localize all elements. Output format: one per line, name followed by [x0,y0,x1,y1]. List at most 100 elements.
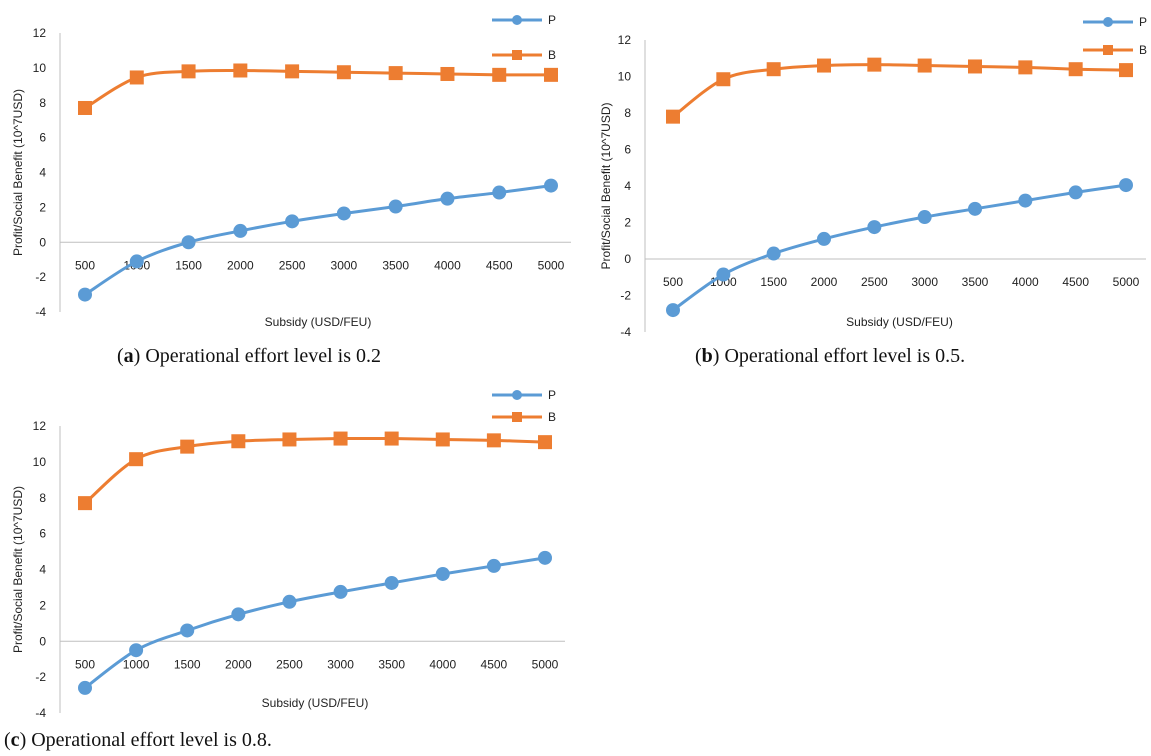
data-point-B [181,64,196,79]
data-point-P [129,254,144,269]
x-tick-label: 1000 [123,657,150,671]
data-point-B [968,59,982,74]
x-tick-label: 5000 [538,258,565,272]
data-point-B [285,64,300,79]
legend-marker-B [512,50,522,60]
data-point-P [285,214,300,229]
x-tick-label: 4000 [1012,275,1039,289]
y-tick-label: 4 [624,179,631,193]
x-axis-label: Subsidy (USD/FEU) [265,315,372,329]
y-tick-label: 0 [39,634,46,648]
x-tick-label: 4500 [1062,275,1089,289]
data-point-B [1018,60,1033,75]
data-point-B [1068,62,1083,77]
x-tick-label: 500 [75,657,95,671]
data-point-B [666,109,680,124]
series-line-P [84,184,552,296]
data-point-B [817,58,831,73]
legend-marker-B [1103,45,1113,55]
data-point-B [492,67,507,82]
data-point-P [538,550,552,565]
y-tick-label: -4 [35,706,46,720]
x-tick-label: 1500 [174,657,201,671]
legend-label-B: B [1139,43,1147,57]
data-point-P [492,185,507,200]
series-line-B [84,436,546,505]
x-tick-label: 2000 [811,275,838,289]
data-point-B [336,65,351,80]
legend-marker-P [1103,17,1113,27]
data-point-B [231,434,246,449]
data-point-B [384,431,399,446]
caption-letter: a [124,345,134,367]
y-tick-label: -2 [620,289,631,303]
x-tick-label: 3500 [962,275,989,289]
x-tick-label: 2000 [227,258,254,272]
x-tick-label: 3000 [331,258,358,272]
data-point-B [867,57,882,72]
data-point-B [435,432,450,447]
x-tick-label: 2500 [276,657,303,671]
data-point-B [78,100,92,115]
series-line-P [672,183,1127,312]
data-point-P [666,303,680,318]
y-tick-label: 10 [33,61,47,75]
y-axis-label: Profit/Social Benefit (10^7USD) [11,486,25,653]
y-tick-label: 2 [624,216,631,230]
data-point-B [78,496,92,511]
caption-letter: c [11,729,20,751]
data-point-P [282,594,297,609]
data-point-P [233,223,248,238]
y-tick-label: 8 [624,106,631,120]
data-point-P [129,643,144,658]
caption-b: (b) Operational effort level is 0.5. [695,345,965,367]
data-point-B [129,70,144,85]
x-tick-label: 4000 [434,258,461,272]
data-point-P [336,206,351,221]
series-line-B [84,68,552,110]
data-point-P [1068,185,1083,200]
data-point-B [282,432,297,447]
legend-label-B: B [548,410,556,424]
y-tick-label: -4 [620,325,631,339]
data-point-P [968,201,982,216]
caption-text: Operational effort level is 0.5. [719,345,965,367]
data-point-P [766,246,781,261]
data-point-B [129,452,144,467]
caption-c: (c) Operational effort level is 0.8. [4,729,272,751]
x-tick-label: 500 [663,275,683,289]
y-tick-label: 2 [39,200,46,214]
y-tick-label: 8 [39,491,46,505]
data-point-P [231,607,246,622]
data-point-B [440,66,455,81]
y-tick-label: 0 [39,235,46,249]
x-tick-label: 2500 [861,275,888,289]
x-tick-label: 5000 [1113,275,1140,289]
data-point-P [1119,178,1133,193]
caption-text: Operational effort level is 0.8. [26,729,272,751]
y-axis-label: Profit/Social Benefit (10^7USD) [11,89,25,256]
data-point-B [180,439,195,454]
x-tick-label: 4000 [429,657,456,671]
data-point-B [1119,63,1133,78]
x-tick-label: 4500 [481,657,508,671]
caption-letter: b [702,345,713,367]
data-point-B [538,435,552,450]
y-tick-label: -2 [35,270,46,284]
x-tick-label: 2000 [225,657,252,671]
data-point-B [388,66,403,81]
x-tick-label: 500 [75,258,95,272]
data-point-B [766,62,781,77]
legend-label-P: P [1139,15,1147,29]
data-point-P [817,231,831,246]
x-tick-label: 3000 [911,275,938,289]
data-point-P [435,566,450,581]
y-tick-label: 6 [39,527,46,541]
data-point-B [486,433,501,448]
x-axis-label: Subsidy (USD/FEU) [846,315,953,329]
y-tick-label: 6 [624,143,631,157]
data-point-P [384,575,399,590]
y-tick-label: 10 [618,70,632,84]
